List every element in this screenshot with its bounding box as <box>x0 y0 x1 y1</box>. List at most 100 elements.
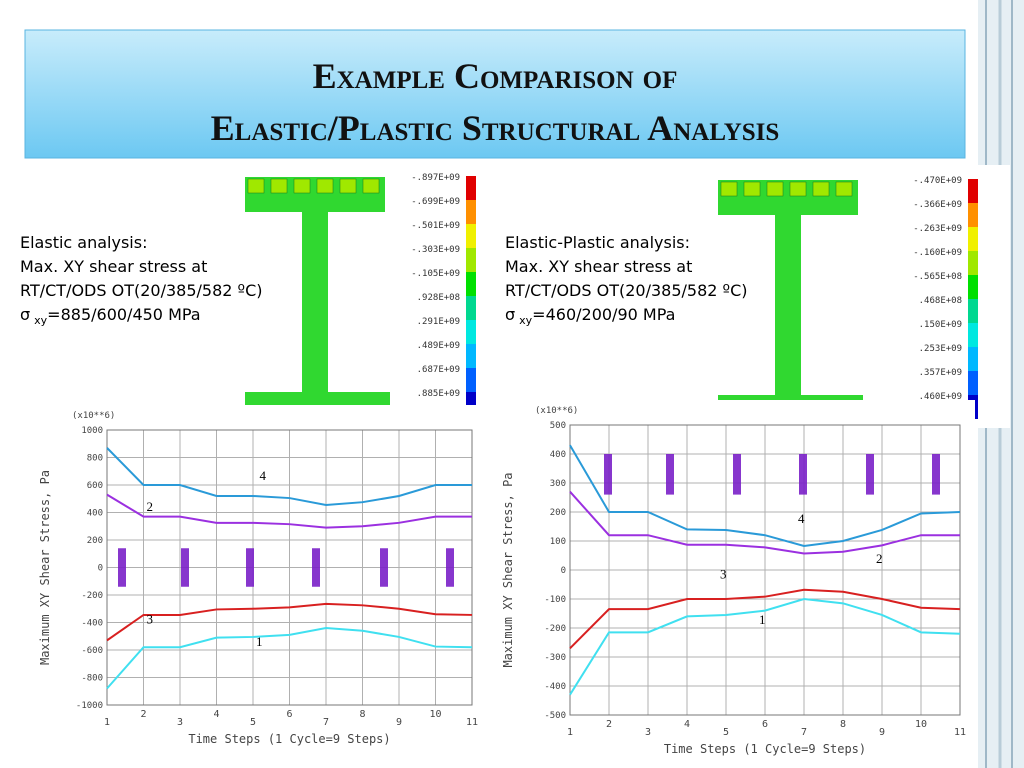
y-tick-label: -200 <box>81 591 103 601</box>
colorbar-label: .687E+09 <box>417 365 460 375</box>
colorbar-swatch <box>968 299 978 323</box>
colorbar-label: .460E+09 <box>919 392 962 402</box>
section-icon <box>312 548 320 587</box>
sigma-part: xy <box>519 314 533 327</box>
section-icon <box>446 548 454 587</box>
sigma-text: σ xy=885/600/450 MPa <box>20 305 201 327</box>
colorbar-swatch <box>968 347 978 371</box>
colorbar-label: -.303E+09 <box>411 245 460 255</box>
x-tick-label: 10 <box>915 719 927 730</box>
beam-flange <box>245 177 385 212</box>
colorbar-label: -.160E+09 <box>913 248 962 258</box>
colorbar-label: .468E+08 <box>919 296 962 306</box>
beam-bolt <box>339 178 357 194</box>
sigma-part: σ <box>505 305 515 324</box>
colorbar-label: -.565E+08 <box>913 272 962 282</box>
x-tick-label: 2 <box>140 709 146 720</box>
series-line <box>106 602 473 642</box>
series-label: 1 <box>256 634 263 649</box>
y-tick-label: -500 <box>544 711 566 721</box>
beam-bolt <box>316 178 334 194</box>
series-line <box>569 444 961 547</box>
y-tick-label: 100 <box>550 537 566 547</box>
beam-web <box>302 212 328 392</box>
y-tick-label: 400 <box>87 509 103 519</box>
x-tick-label: 5 <box>250 717 256 728</box>
x-tick-label: 8 <box>359 709 365 720</box>
sigma-text: σ xy=460/200/90 MPa <box>505 305 675 327</box>
body-text: Elastic analysis: <box>20 233 147 252</box>
body-text: Max. XY shear stress at <box>20 257 207 276</box>
x-tick-label: 9 <box>396 717 402 728</box>
beam-web <box>775 215 801 395</box>
y-tick-label: -800 <box>81 674 103 684</box>
section-icon <box>181 548 189 587</box>
y-tick-label: -400 <box>81 619 103 629</box>
colorbar-swatch <box>968 179 978 203</box>
x-axis-label: Time Steps (1 Cycle=9 Steps) <box>188 732 390 746</box>
colorbar-swatch <box>466 344 476 368</box>
x-tick-label: 9 <box>879 727 885 738</box>
colorbar-label: .489E+09 <box>417 341 460 351</box>
section-icon <box>118 548 126 587</box>
colorbar-label: .291E+09 <box>417 317 460 327</box>
colorbar-swatch <box>968 251 978 275</box>
x-tick-label: 5 <box>723 727 729 738</box>
beam-flange <box>718 180 858 215</box>
section-icon <box>380 548 388 587</box>
beam-bolt <box>812 181 830 197</box>
title: Elastic/Plastic Structural Analysis <box>211 108 780 148</box>
y-axis-label: Maximum XY Shear Stress, Pa <box>38 470 52 665</box>
colorbar-label: -.699E+09 <box>411 197 460 207</box>
y-tick-label: -200 <box>544 624 566 634</box>
x-axis-label: Time Steps (1 Cycle=9 Steps) <box>664 742 866 756</box>
x-tick-label: 7 <box>801 727 807 738</box>
series-label: 4 <box>798 511 805 526</box>
colorbar-swatch <box>466 200 476 224</box>
colorbar-swatch <box>968 371 978 395</box>
y-tick-label: 800 <box>87 454 103 464</box>
colorbar-swatch <box>466 272 476 296</box>
body-text: Elastic-Plastic analysis: <box>505 233 690 252</box>
y-tick-label: 300 <box>550 479 566 489</box>
series-label: 3 <box>147 611 154 626</box>
x-tick-label: 3 <box>645 727 651 738</box>
chart-panel <box>30 405 482 750</box>
x-tick-label: 4 <box>684 719 690 730</box>
sigma-part: xy <box>34 314 48 327</box>
section-icon <box>799 454 807 495</box>
section-icon <box>246 548 254 587</box>
colorbar-swatch <box>466 296 476 320</box>
x-tick-label: 8 <box>840 719 846 730</box>
y-tick-label: -300 <box>544 653 566 663</box>
x-tick-label: 1 <box>104 717 110 728</box>
y-tick-label: 0 <box>561 566 566 576</box>
colorbar-label: -.897E+09 <box>411 173 460 183</box>
colorbar-label: -.470E+09 <box>913 176 962 186</box>
y-axis-label: Maximum XY Shear Stress, Pa <box>501 472 515 667</box>
beam-bolt <box>293 178 311 194</box>
beam-bolt <box>247 178 265 194</box>
beam-bolt <box>789 181 807 197</box>
colorbar-label: .150E+09 <box>919 320 962 330</box>
fea-image: -.897E+09 -.699E+09 -.501E+09 -.303E+09 -.10… <box>240 162 508 425</box>
y-tick-label: 600 <box>87 481 103 491</box>
beam-bolt <box>743 181 761 197</box>
x-tick-label: 10 <box>429 709 441 720</box>
sigma-part: =460/200/90 MPa <box>532 305 675 324</box>
colorbar-swatch <box>466 248 476 272</box>
y-tick-label: 200 <box>87 536 103 546</box>
title-box <box>24 29 966 159</box>
x-tick-label: 6 <box>762 719 768 730</box>
series-label: 1 <box>759 612 766 627</box>
x-tick-label: 1 <box>567 727 573 738</box>
title: Example Comparison of <box>313 56 678 96</box>
colorbar-swatch <box>466 368 476 392</box>
colorbar-swatch <box>466 392 476 416</box>
colorbar-swatch <box>466 320 476 344</box>
colorbar-label: -.105E+09 <box>411 269 460 279</box>
y-tick-label: -100 <box>544 595 566 605</box>
section-icon <box>604 454 612 495</box>
y-tick-label: 500 <box>550 421 566 431</box>
